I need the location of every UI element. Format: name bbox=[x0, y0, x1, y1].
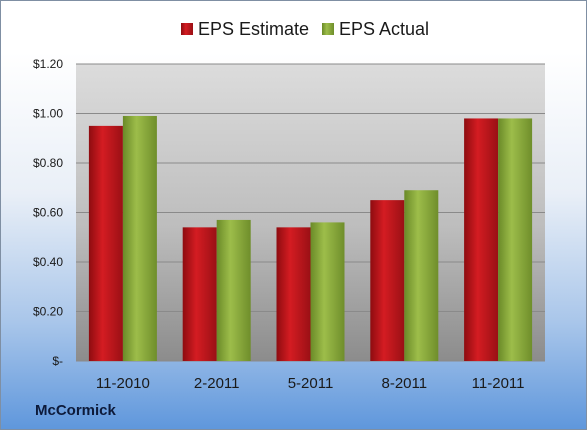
bar-eps-estimate bbox=[88, 125, 123, 361]
bar-eps-estimate bbox=[464, 118, 499, 361]
x-tick-label: 8-2011 bbox=[382, 375, 428, 392]
bar-eps-actual bbox=[310, 222, 345, 361]
legend-swatch-estimate bbox=[181, 23, 193, 35]
bar-eps-actual bbox=[404, 190, 439, 361]
x-tick-label: 11-2010 bbox=[96, 375, 150, 392]
bar-eps-actual bbox=[122, 115, 157, 361]
bar-eps-estimate bbox=[182, 227, 217, 361]
x-tick-label: 5-2011 bbox=[288, 375, 334, 392]
x-tick-label: 11-2011 bbox=[472, 375, 525, 392]
y-tick-label: $0.80 bbox=[33, 156, 63, 170]
legend-label-actual: EPS Actual bbox=[339, 19, 429, 39]
bar-eps-estimate bbox=[276, 227, 311, 361]
bar-eps-actual bbox=[216, 219, 251, 361]
y-tick-label: $1.00 bbox=[33, 107, 63, 121]
y-tick-label: $1.20 bbox=[33, 57, 63, 71]
bar-eps-actual bbox=[498, 118, 533, 361]
company-label: McCormick bbox=[35, 402, 116, 419]
x-tick-label: 2-2011 bbox=[194, 375, 240, 392]
y-tick-label: $0.20 bbox=[33, 305, 63, 319]
bar-eps-estimate bbox=[370, 200, 405, 361]
legend-label-estimate: EPS Estimate bbox=[198, 19, 309, 39]
legend-swatch-actual bbox=[322, 23, 334, 35]
y-tick-label: $- bbox=[52, 354, 63, 368]
y-tick-label: $0.60 bbox=[33, 206, 63, 220]
y-tick-label: $0.40 bbox=[33, 255, 63, 269]
